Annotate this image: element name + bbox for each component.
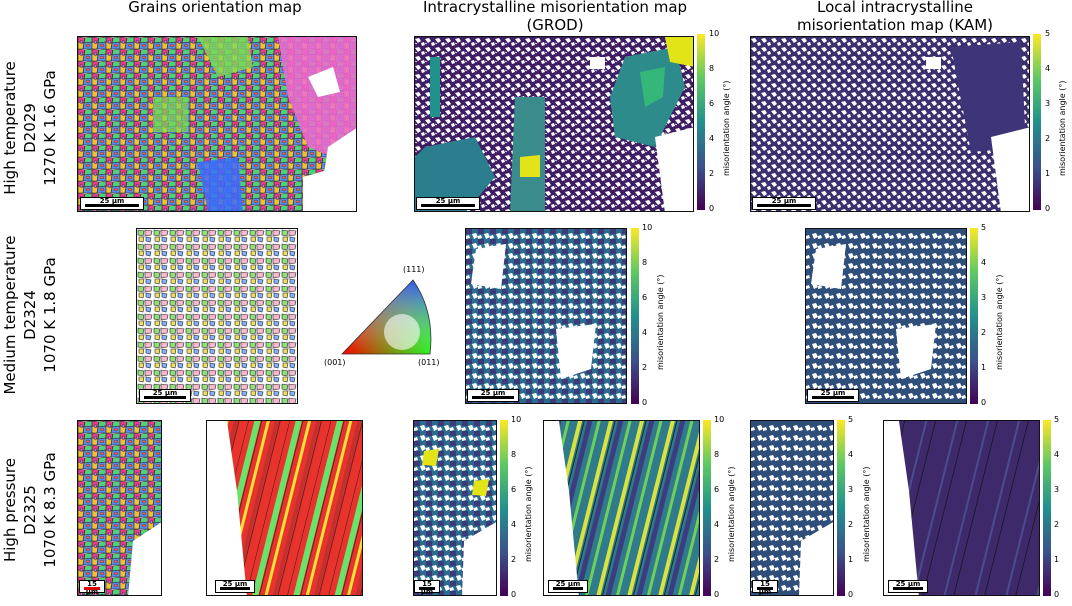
row-label-medium-temperature: Medium temperature D2324 1070 K 1.8 GPa (0, 225, 60, 405)
ipf-label-011: (011) (418, 358, 440, 367)
colorbar-label-grod-row2: misorientation angle (°) (656, 274, 665, 370)
kam-map-d2325-a (750, 420, 834, 596)
colorbar-label-kam-row1: misorientation angle (°) (1058, 80, 1067, 176)
column-title-grod-line1: Intracrystalline misorientation map (422, 0, 688, 16)
row0-line1: High temperature (1, 61, 19, 195)
colorbar-grod-row2 (631, 228, 639, 404)
scalebar-row3-grod-b: 25 µm (548, 580, 588, 593)
column-title-orientation: Grains orientation map (128, 0, 302, 16)
row2-line3: 1070 K 8.3 GPa (41, 452, 59, 568)
row2-line2: D2325 (21, 485, 39, 535)
orientation-map-d2325-b (206, 420, 363, 596)
column-title-grod: Intracrystalline misorientation map (GRO… (405, 0, 705, 34)
ipf-label-001: (001) (324, 358, 346, 367)
ipf-triangle-legend (341, 279, 432, 355)
scalebar-row2-orientation: 25 µm (139, 389, 191, 402)
row-label-high-temperature: High temperature D2029 1270 K 1.6 GPa (0, 53, 60, 203)
row1-line1: Medium temperature (1, 235, 19, 395)
colorbar-kam-row3-a (837, 420, 845, 596)
colorbar-grod-row3-a (500, 420, 508, 596)
grod-map-d2325-a (413, 420, 497, 596)
scalebar-row1-grod: 25 µm (416, 197, 480, 210)
colorbar-label-kam-row2: misorientation angle (°) (995, 274, 1004, 370)
scalebar-row3-orientation-b: 25 µm (215, 580, 255, 593)
row1-line2: D2324 (21, 290, 39, 340)
grod-map-d2325-b (543, 420, 700, 596)
colorbar-kam-row3-b (1043, 420, 1051, 596)
orientation-map-d2325-a (77, 420, 162, 596)
kam-map-d2325-b (883, 420, 1040, 596)
column-title-kam-line2: misorientation map (KAM) (797, 16, 993, 34)
orientation-map-d2029 (77, 36, 357, 212)
ipf-label-111: (111) (403, 265, 425, 274)
column-title-grod-line2: (GROD) (526, 16, 584, 34)
colorbar-grod-row3-b (703, 420, 711, 596)
colorbar-kam-row1 (1033, 34, 1041, 210)
kam-map-d2029 (750, 36, 1030, 212)
row1-line3: 1070 K 1.8 GPa (41, 257, 59, 373)
row0-line3: 1270 K 1.6 GPa (41, 70, 59, 186)
column-title-kam-line1: Local intracrystalline (817, 0, 973, 16)
grod-map-d2029 (414, 36, 694, 212)
row2-line1: High pressure (1, 457, 19, 563)
scalebar-row3-orientation-a: 15 µm (79, 580, 105, 596)
column-title-kam: Local intracrystalline misorientation ma… (745, 0, 1045, 34)
kam-map-d2324 (805, 228, 967, 404)
scalebar-row3-kam-a: 15 µm (752, 580, 778, 596)
colorbar-grod-row1 (697, 34, 705, 210)
row0-line2: D2029 (21, 103, 39, 153)
row-label-high-pressure: High pressure D2325 1070 K 8.3 GPa (0, 435, 60, 585)
scalebar-row2-kam: 25 µm (807, 389, 859, 402)
scalebar-row2-grod: 25 µm (467, 389, 519, 402)
orientation-map-d2324 (136, 228, 298, 404)
colorbar-kam-row2 (970, 228, 978, 404)
scalebar-row3-kam-b: 25 µm (888, 580, 928, 593)
colorbar-label-grod-row1: misorientation angle (°) (722, 80, 731, 176)
colorbar-label-kam-row3-a: misorientation angle (°) (862, 466, 871, 562)
colorbar-label-grod-row3-b: misorientation angle (°) (727, 466, 736, 562)
scalebar-row1-orientation: 25 µm (80, 197, 144, 210)
grod-map-d2324 (465, 228, 627, 404)
colorbar-label-grod-row3-a: misorientation angle (°) (524, 466, 533, 562)
scalebar-row1-kam: 25 µm (752, 197, 816, 210)
scalebar-row3-grod-a: 15 µm (414, 580, 440, 596)
